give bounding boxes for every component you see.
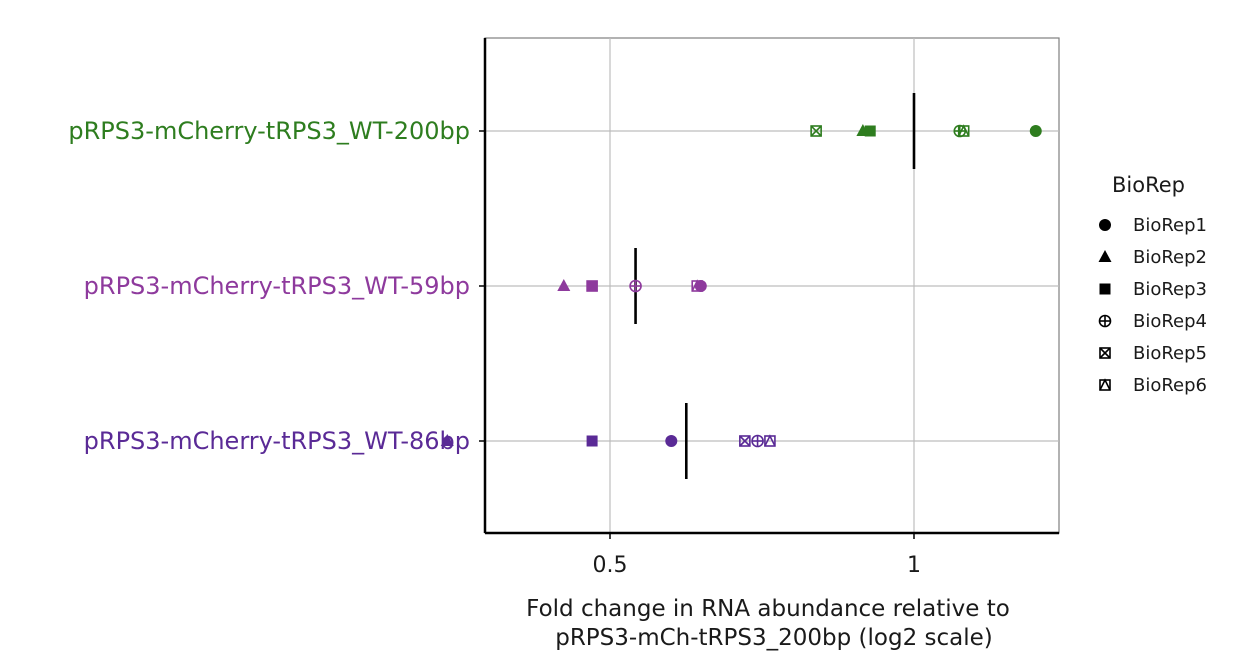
- legend-key-biorep2: [1098, 250, 1112, 262]
- point-biorep6-1: [957, 124, 970, 137]
- point-biorep3-1: [864, 125, 876, 137]
- x-axis-title-line-2: pRPS3-mCh-tRPS3_200bp (log2 scale): [555, 625, 993, 651]
- data-points: [440, 124, 1042, 448]
- point-biorep5-3: [739, 435, 751, 447]
- point-biorep2-3: [440, 434, 454, 446]
- legend-label: BioRep1: [1133, 215, 1207, 236]
- legend-key-biorep3: [1099, 283, 1111, 295]
- x-axis-title-line-1: Fold change in RNA abundance relative to: [526, 596, 1010, 622]
- x-tick-label: 1: [907, 553, 921, 578]
- legend-label: BioRep3: [1133, 279, 1207, 300]
- point-biorep6-2: [691, 279, 704, 292]
- legend-label: BioRep4: [1133, 311, 1207, 332]
- legend-key-biorep5: [1099, 347, 1111, 359]
- point-biorep1-1: [1029, 125, 1042, 137]
- legend-items: BioRep1 BioRep2 BioRep3 BioRep4 BioRep5 BioRe…: [1098, 215, 1207, 396]
- category-label: pRPS3-mCherry-tRPS3_WT-86bp: [84, 427, 470, 455]
- legend-label: BioRep5: [1133, 343, 1207, 364]
- point-biorep4-2: [629, 279, 642, 293]
- point-biorep4-3: [751, 434, 764, 448]
- legend-key-biorep4: [1098, 314, 1112, 328]
- legend-title: BioRep: [1112, 173, 1185, 197]
- point-biorep1-3: [665, 435, 678, 447]
- legend-label: BioRep6: [1133, 375, 1207, 396]
- legend-key-biorep1: [1099, 219, 1111, 231]
- x-tick-label: 0.5: [593, 553, 628, 578]
- legend: BioRep BioRep1BioRep2BioRep3BioRep4BioRe…: [1098, 173, 1207, 396]
- x-axis-ticks: 0.5 1: [593, 533, 921, 578]
- point-biorep6-3: [764, 434, 776, 447]
- legend-key-biorep6: [1099, 378, 1111, 391]
- category-label: pRPS3-mCherry-tRPS3_WT-59bp: [84, 272, 470, 300]
- category-label: pRPS3-mCherry-tRPS3_WT-200bp: [68, 117, 470, 145]
- point-biorep5-2: [586, 280, 598, 292]
- point-biorep3-3: [586, 435, 598, 447]
- category-labels: pRPS3-mCherry-tRPS3_WT-200bp pRPS3-mCherr…: [68, 117, 485, 455]
- point-biorep2-2: [557, 279, 571, 291]
- point-biorep5-1: [810, 125, 822, 137]
- legend-label: BioRep2: [1133, 247, 1207, 268]
